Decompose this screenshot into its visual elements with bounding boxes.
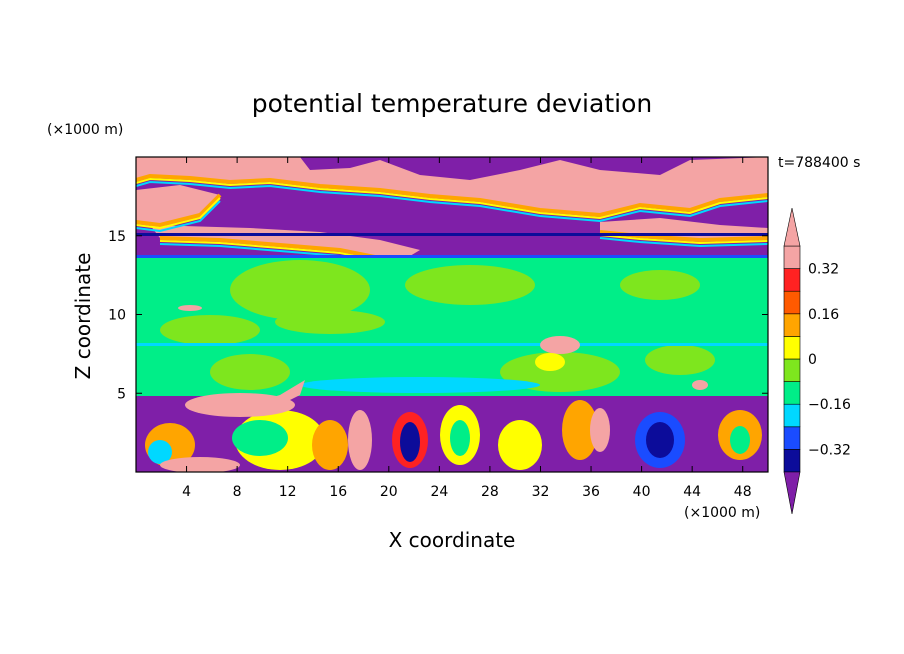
x-axis: 4 8 12 16 20 24 28 32 36 40 44 48 — [182, 157, 752, 500]
field-patch-31 — [540, 336, 580, 354]
colorbar-segment-3 — [783, 381, 801, 405]
colorbar-label-2: 0 — [808, 352, 817, 368]
x-unit-label: (×1000 m) — [684, 505, 760, 521]
x-tick-label-4: 20 — [380, 484, 398, 500]
y-unit-label: (×1000 m) — [47, 122, 123, 138]
colorbar-segment-7 — [783, 290, 801, 315]
field-patch-30 — [178, 305, 202, 311]
x-tick-label-2: 12 — [279, 484, 297, 500]
colorbar-label-3: −0.16 — [808, 397, 851, 413]
colorbar: 0.32 0.16 0 −0.16 −0.32 — [783, 207, 851, 515]
colorbar-label-0: 0.32 — [808, 262, 839, 278]
field-patch-29 — [300, 377, 540, 393]
field-patch-8 — [136, 193, 222, 228]
field-patch-18 — [136, 255, 768, 259]
field-patch-51 — [730, 426, 750, 454]
x-tick-label-1: 8 — [233, 484, 242, 500]
field-patch-54 — [160, 457, 240, 472]
field-patch-38 — [148, 440, 172, 464]
y-axis: 5 10 15 — [108, 229, 768, 402]
x-tick-label-3: 16 — [329, 484, 347, 500]
time-label: t=788400 s — [778, 155, 860, 171]
colorbar-segment-4 — [783, 358, 801, 382]
x-tick-label-5: 24 — [430, 484, 448, 500]
field-patch-25 — [210, 354, 290, 390]
field-patch-28 — [136, 343, 768, 346]
colorbar-segment-5 — [783, 336, 801, 360]
x-tick-label-0: 4 — [182, 484, 191, 500]
x-tick-label-10: 44 — [683, 484, 701, 500]
field-patch-15 — [599, 234, 768, 245]
field-patch-9 — [136, 197, 221, 230]
field-patch-23 — [160, 315, 260, 345]
field-patch-47 — [590, 408, 610, 452]
y-axis-title: Z coordinate — [71, 253, 95, 380]
field-patch-16 — [599, 237, 768, 248]
field-patch-36 — [232, 420, 288, 456]
field-patch-22 — [620, 270, 700, 300]
field-patch-49 — [646, 422, 674, 458]
x-tick-label-9: 40 — [633, 484, 651, 500]
field-patch-20 — [230, 260, 370, 320]
field-patch-5 — [136, 173, 768, 218]
field-patch-39 — [312, 420, 348, 470]
field-patch-42 — [400, 422, 420, 462]
heatmap-field — [136, 157, 768, 472]
colorbar-segment-2 — [783, 403, 801, 428]
colorbar-label-4: −0.32 — [808, 442, 851, 458]
colorbar-segment-1 — [783, 426, 801, 450]
colorbar-segment-8 — [783, 268, 801, 292]
x-tick-label-7: 32 — [532, 484, 550, 500]
field-patch-21 — [405, 265, 535, 305]
chart-title: potential temperature deviation — [252, 89, 652, 118]
field-patch-17 — [136, 233, 768, 236]
field-patch-40 — [348, 410, 372, 470]
field-patch-10 — [136, 200, 221, 233]
field-patch-33 — [692, 380, 708, 390]
field-patch-45 — [498, 420, 542, 470]
field-patch-46 — [562, 400, 598, 460]
field-patch-27 — [645, 345, 715, 375]
x-tick-label-11: 48 — [734, 484, 752, 500]
field-patch-6 — [136, 177, 768, 220]
y-tick-label-1: 10 — [108, 308, 126, 324]
y-tick-label-2: 15 — [108, 229, 126, 245]
field-patch-32 — [535, 353, 565, 371]
y-tick-label-0: 5 — [117, 386, 126, 402]
field-patch-24 — [275, 310, 385, 334]
x-tick-label-6: 28 — [481, 484, 499, 500]
colorbar-label-1: 0.16 — [808, 307, 839, 323]
field-patch-44 — [450, 420, 470, 456]
colorbar-extend-high — [783, 207, 801, 247]
field-patch-53 — [230, 380, 305, 410]
colorbar-extend-low — [783, 471, 801, 515]
field-patch-7 — [136, 180, 768, 223]
x-tick-label-8: 36 — [582, 484, 600, 500]
x-axis-title: X coordinate — [389, 528, 516, 552]
field-patch-11 — [159, 236, 401, 264]
colorbar-segment-9 — [783, 245, 801, 269]
colorbar-segment-6 — [783, 313, 801, 337]
colorbar-segment-0 — [783, 449, 801, 473]
field-patch-1 — [136, 157, 768, 215]
